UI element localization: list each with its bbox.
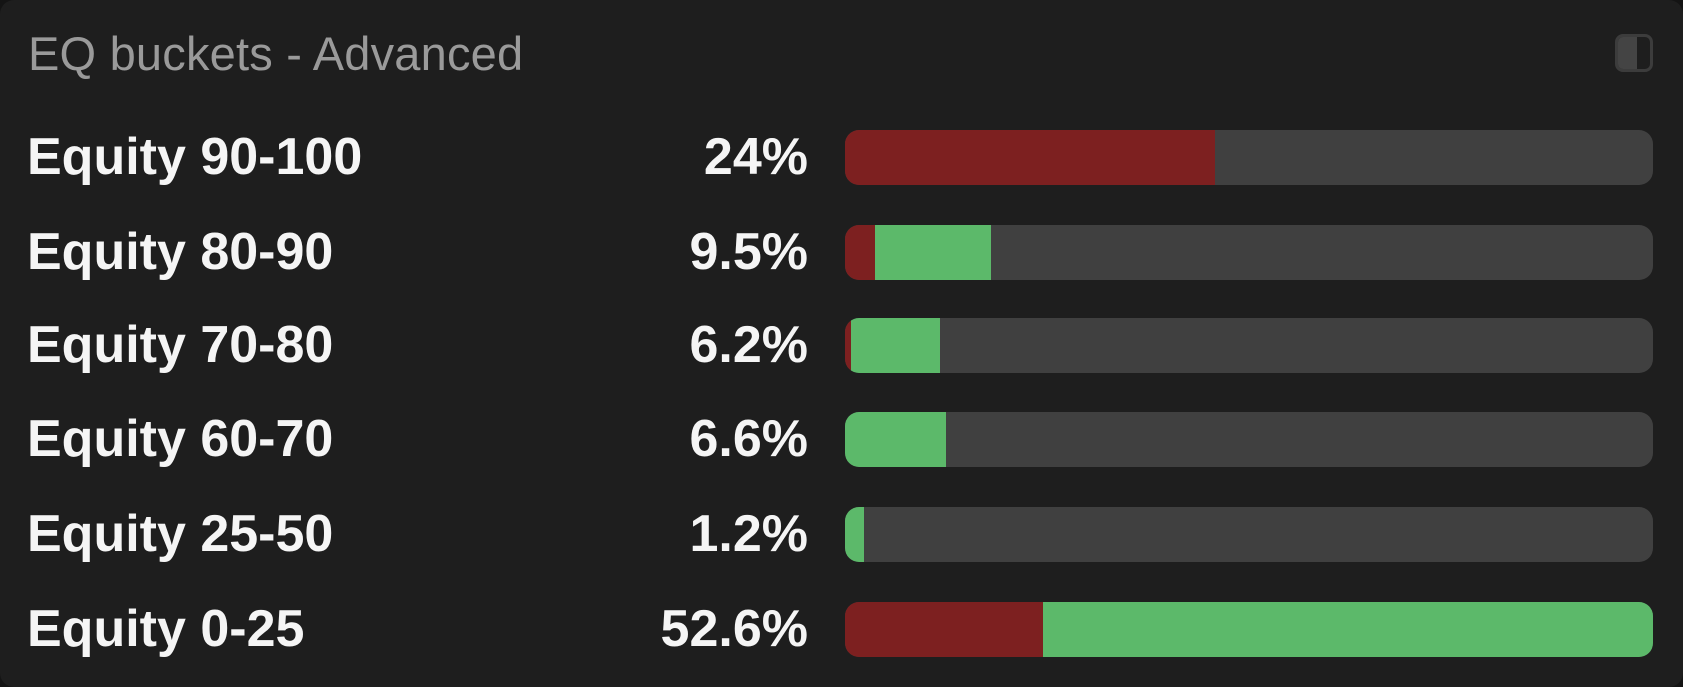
- bar-segment-positive: [851, 318, 941, 373]
- panel-title: EQ buckets - Advanced: [28, 27, 524, 80]
- bar-segment-negative: [845, 318, 852, 373]
- sidebar-toggle-icon[interactable]: [1615, 34, 1653, 72]
- bucket-label: Equity 0-25: [27, 600, 305, 658]
- bucket-row: Equity 0-25 52.6%: [0, 600, 1683, 658]
- bar-segment-positive: [874, 225, 992, 280]
- panel-header: EQ buckets - Advanced: [28, 22, 1655, 82]
- bucket-bar: [845, 602, 1653, 657]
- bar-segment-negative: [845, 130, 1216, 185]
- bucket-label: Equity 60-70: [27, 410, 334, 468]
- bar-segment-positive: [845, 412, 946, 467]
- bucket-bar: [845, 225, 1653, 280]
- bucket-percent: 6.6%: [689, 410, 808, 468]
- bucket-label: Equity 90-100: [27, 128, 363, 186]
- sidebar-toggle-fill: [1618, 37, 1637, 69]
- bucket-label: Equity 80-90: [27, 223, 334, 281]
- bucket-bar: [845, 412, 1653, 467]
- bucket-bar: [845, 130, 1653, 185]
- bucket-row: Equity 80-90 9.5%: [0, 223, 1683, 281]
- bucket-percent: 24%: [703, 128, 808, 186]
- bar-segment-negative: [845, 225, 875, 280]
- bucket-row: Equity 70-80 6.2%: [0, 316, 1683, 374]
- bucket-row: Equity 60-70 6.6%: [0, 410, 1683, 468]
- bucket-label: Equity 25-50: [27, 505, 334, 563]
- bucket-bar: [845, 318, 1653, 373]
- bucket-percent: 52.6%: [660, 600, 808, 658]
- bucket-bar: [845, 507, 1653, 562]
- bar-segment-positive: [845, 507, 864, 562]
- bucket-row: Equity 25-50 1.2%: [0, 505, 1683, 563]
- bucket-percent: 1.2%: [689, 505, 808, 563]
- bucket-percent: 9.5%: [689, 223, 808, 281]
- bar-segment-positive: [1042, 602, 1653, 657]
- bucket-percent: 6.2%: [689, 316, 808, 374]
- bucket-row: Equity 90-100 24%: [0, 128, 1683, 186]
- bucket-label: Equity 70-80: [27, 316, 334, 374]
- bar-segment-negative: [845, 602, 1043, 657]
